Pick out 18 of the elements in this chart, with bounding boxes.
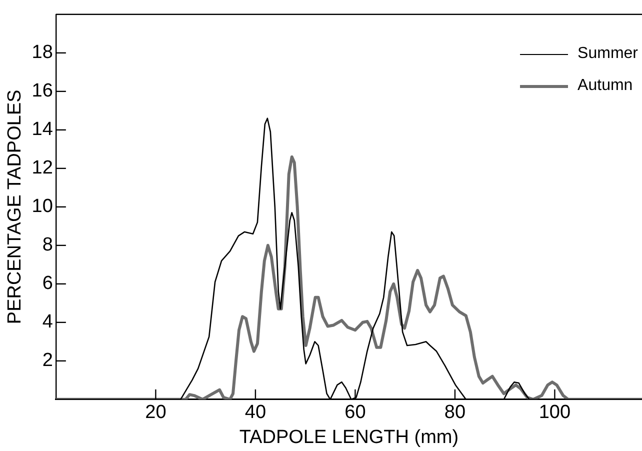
y-tick-label: 2 bbox=[42, 350, 53, 372]
y-tick-label: 12 bbox=[32, 158, 53, 179]
x-tick-label: 40 bbox=[244, 402, 266, 424]
y-tick-label: 4 bbox=[42, 312, 54, 333]
x-tick-label: 100 bbox=[538, 402, 571, 424]
x-tick-label: 60 bbox=[344, 402, 366, 424]
x-tick-label: 20 bbox=[145, 402, 166, 424]
y-tick-label: 16 bbox=[32, 80, 53, 102]
y-axis-title: PERCENTAGE TADPOLES bbox=[4, 90, 26, 324]
legend-label: Autumn bbox=[578, 77, 633, 95]
y-tick-label: 10 bbox=[32, 196, 53, 218]
y-tick-label: 8 bbox=[42, 234, 53, 256]
x-axis-title: TADPOLE LENGTH (mm) bbox=[239, 426, 459, 448]
y-tick-label: 6 bbox=[42, 273, 53, 294]
x-tick-label: 80 bbox=[444, 402, 466, 424]
y-tick-label: 18 bbox=[32, 42, 53, 64]
legend-label: Summer bbox=[578, 45, 638, 63]
y-tick-label: 14 bbox=[32, 119, 54, 140]
